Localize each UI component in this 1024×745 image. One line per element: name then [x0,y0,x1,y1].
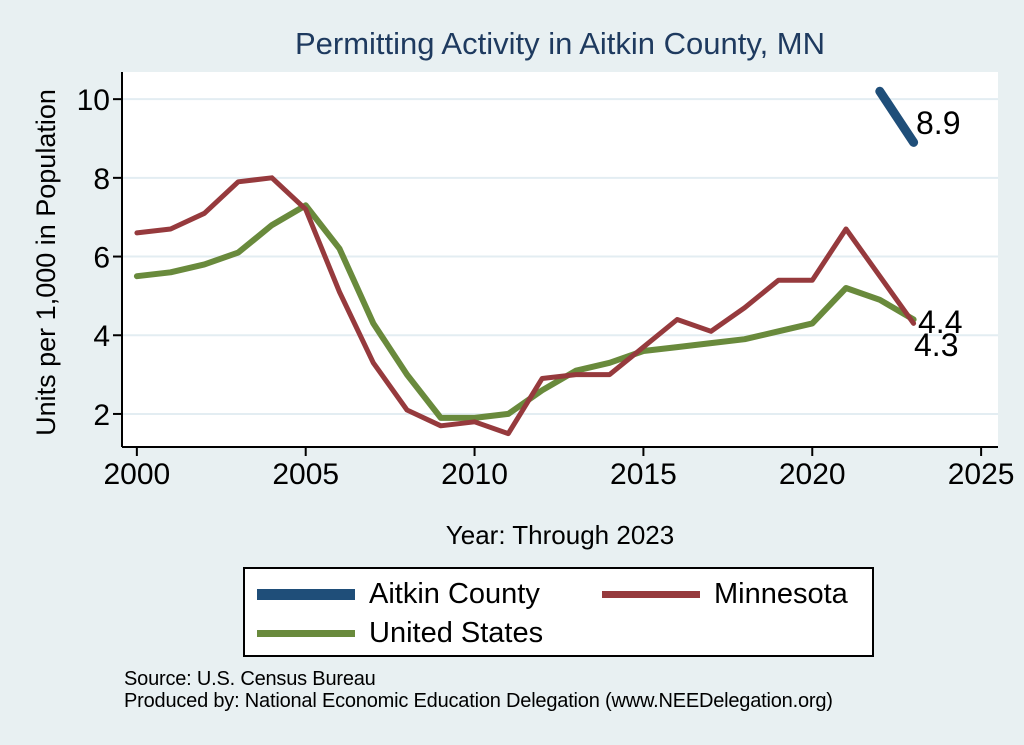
y-tick-label: 6 [93,242,110,275]
end-label-minnesota: 4.3 [914,327,959,363]
plot-area [122,72,998,447]
y-tick-label: 4 [93,320,110,353]
source-text: Source: U.S. Census Bureau [124,668,376,690]
x-tick-label: 2000 [103,458,170,491]
legend-label-united-states: United States [369,617,544,649]
x-tick-label: 2020 [779,458,846,491]
x-axis-label: Year: Through 2023 [445,520,675,550]
produced-by-text: Produced by: National Economic Education… [124,690,833,712]
footer: Source: U.S. Census Bureau Produced by: … [124,668,984,712]
legend-swatch-united-states [257,630,355,637]
series-line-minnesota [134,175,917,437]
end-label-aitkin-county: 8.9 [916,105,961,141]
x-tick-label: 2005 [272,458,339,491]
y-tick-label: 10 [77,84,110,117]
x-tick-label: 2015 [610,458,677,491]
legend-swatch-minnesota [602,591,700,598]
series-line-aitkin-county [875,86,919,147]
y-tick-label: 8 [93,163,110,196]
legend-label-aitkin-county: Aitkin County [369,578,540,610]
x-tick-label: 2010 [441,458,508,491]
chart-title: Permitting Activity in Aitkin County, MN [294,26,826,61]
x-tick-label: 2025 [948,458,1015,491]
legend-swatch-aitkin-county [257,589,355,600]
y-tick-label: 2 [93,399,110,432]
end-label-united-states: 4.4 [918,304,963,340]
legend: Aitkin County Minnesota United States [243,567,874,657]
legend-label-minnesota: Minnesota [714,578,848,610]
